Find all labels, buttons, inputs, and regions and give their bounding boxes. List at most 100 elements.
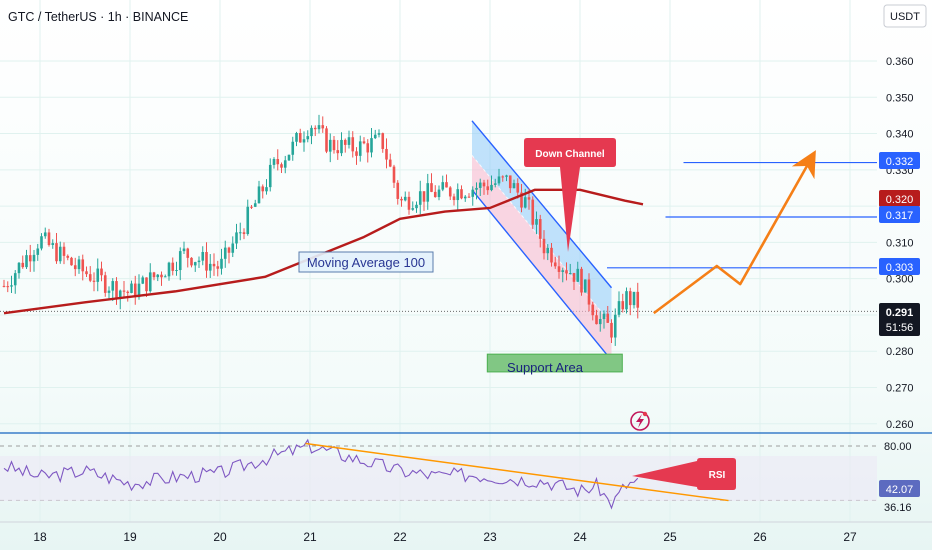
candle-body [182,248,186,252]
ma-label[interactable]: Moving Average 100 [298,251,434,273]
candle-body [467,196,471,198]
candle-body [343,139,347,145]
candle-body [85,271,88,275]
candle-body [448,187,452,197]
rsi-band [0,456,877,501]
candle-body [276,159,280,165]
candle-body [317,125,321,130]
badge-ma-value [879,190,920,207]
resistance-levels[interactable] [607,161,877,269]
channel-lower-fill [472,155,612,361]
candle-body [306,136,310,140]
candle-body [557,266,561,272]
candle-body [178,251,182,271]
candle-body [302,139,306,143]
candle-body [152,272,156,278]
time-tick-label: 23 [483,530,497,544]
down-channel-callout[interactable]: Down Channel [524,138,616,252]
channel-upper-line [471,120,613,289]
channel-lower-line [471,189,613,361]
candle-body [538,219,542,239]
time-tick-label: 22 [393,530,407,544]
candle-body [175,270,178,272]
candle-body [298,133,302,143]
candle-body [118,290,122,299]
candle-body [621,301,625,310]
time-axis[interactable]: 18 19 20 21 22 23 24 25 26 27 [0,521,932,544]
candle-body [328,139,332,152]
candle-body [186,248,190,258]
candle-body [456,189,460,201]
symbol-title[interactable]: GTC / TetherUS · 1h · BINANCE [8,10,188,24]
price-tick-label: 0.260 [886,419,914,431]
candle-body [610,322,613,338]
candle-body [141,277,145,284]
rsi-series [3,438,729,510]
candle-body [403,196,407,201]
time-tick-label: 21 [303,530,317,544]
candle-body [535,219,538,225]
candle-body [287,154,291,161]
candle-body [493,183,497,185]
candle-body [602,313,606,320]
candle-body [36,248,40,255]
price-tick-label: 0.310 [886,237,914,249]
candle-body [246,206,250,235]
candle-body [355,151,358,156]
candle-body [553,262,557,267]
candle-body [613,314,617,338]
candle-body [156,274,160,278]
candle-body [242,232,246,235]
rsi-prev-label: 36.16 [884,502,912,514]
time-tick-label: 25 [663,530,677,544]
flash-icon[interactable] [630,411,650,431]
candle-body [216,266,220,269]
support-label: Support Area [507,360,584,375]
candle-body [463,196,467,199]
candle-body [310,127,313,137]
candle-body [92,280,96,282]
candle-body [351,137,355,152]
currency-button[interactable]: USDT [883,4,927,28]
candle-body [452,196,456,201]
candle-body [595,315,598,325]
candle-body [632,291,636,306]
badge-level-303 [879,258,920,275]
candle-body [561,270,565,272]
candle-body [62,246,66,256]
candle-body [70,257,73,266]
moving-average-series[interactable] [3,188,644,315]
candle-body [516,183,520,193]
candle-body [400,198,403,201]
candle-body [220,258,223,269]
candle-body [21,262,25,268]
candle-body [227,247,231,253]
candle-body [508,175,512,189]
rsi-callout-text: RSI [709,470,726,481]
candle-body [88,274,92,281]
candle-body [190,257,193,266]
down-channel-text: Down Channel [535,149,605,160]
candle-body [550,247,553,263]
badge-level-303-text: 0.303 [886,262,914,274]
candle-body [137,283,141,298]
candle-body [208,263,212,271]
candle-body [576,268,580,282]
candle-body [366,143,370,153]
rsi-callout-shape [632,458,736,490]
forecast-arrow[interactable] [653,150,816,315]
candle-body [482,182,486,187]
candle-body [407,196,411,210]
rsi-callout[interactable]: RSI [632,458,736,490]
candle-body [257,186,261,204]
candle-body [167,262,171,277]
support-area[interactable] [486,353,623,373]
badge-countdown-text: 51:56 [886,322,914,334]
candle-body [25,255,28,268]
candle-body [340,139,343,154]
badge-level-332 [879,152,920,169]
time-tick-label: 24 [573,530,587,544]
candle-body [636,291,640,308]
